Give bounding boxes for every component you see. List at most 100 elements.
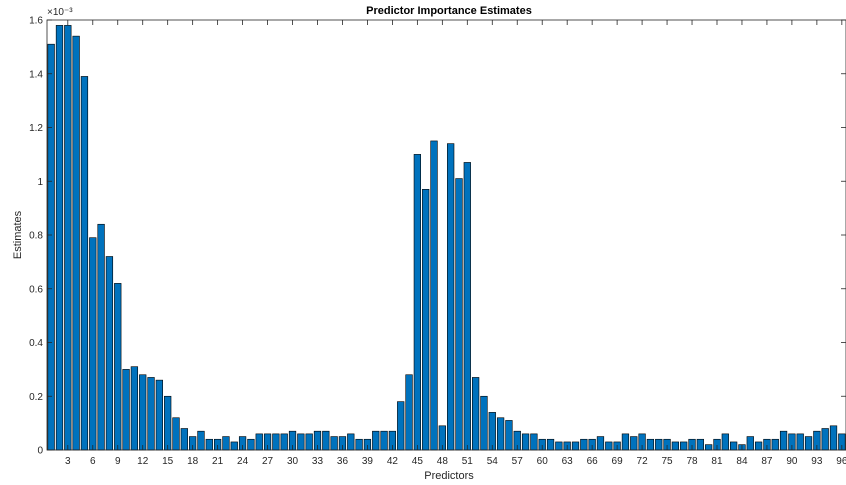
bar-predictor-89 xyxy=(779,430,788,451)
bar-predictor-5 xyxy=(80,76,89,451)
bar-predictor-7 xyxy=(97,223,105,451)
x-tick-label-18: 18 xyxy=(187,456,199,467)
bar-predictor-10 xyxy=(122,369,130,451)
bar-predictor-28 xyxy=(272,433,280,451)
bar-predictor-92 xyxy=(804,436,813,451)
x-tick-label-84: 84 xyxy=(736,456,748,467)
bar-predictor-85 xyxy=(746,436,754,451)
x-tick-label-60: 60 xyxy=(537,456,549,467)
bar-predictor-67 xyxy=(596,436,605,451)
y-tick-label-0.6: 0.6 xyxy=(29,284,43,295)
x-tick-label-81: 81 xyxy=(711,456,723,467)
bar-predictor-55 xyxy=(496,417,505,451)
bar-predictor-25 xyxy=(247,438,255,451)
bar-predictor-3 xyxy=(64,25,72,451)
plot-area: 00.20.40.60.811.21.41.63 6 9 12 15 18 21 24 27 30… xyxy=(29,16,846,467)
bar-predictor-49 xyxy=(447,143,455,451)
bar-predictor-23 xyxy=(230,441,238,451)
bar-predictor-52 xyxy=(471,377,480,451)
bar-predictor-1 xyxy=(47,43,55,451)
bar-predictor-40 xyxy=(372,430,380,451)
x-tick-label-21: 21 xyxy=(212,456,224,467)
bar-predictor-59 xyxy=(530,433,538,451)
bar-predictor-32 xyxy=(305,433,313,451)
x-tick-label-42: 42 xyxy=(387,456,399,467)
y-axis-exponent: ×10⁻³ xyxy=(47,7,73,18)
bar-predictor-95 xyxy=(829,425,838,451)
bar-predictor-58 xyxy=(521,433,530,451)
x-tick-label-3: 3 xyxy=(65,456,71,467)
bar-predictor-53 xyxy=(480,395,488,451)
bar-predictor-79 xyxy=(696,438,704,451)
x-tick-label-36: 36 xyxy=(337,456,349,467)
y-tick-label-0.2: 0.2 xyxy=(29,392,43,403)
x-tick-label-78: 78 xyxy=(686,456,698,467)
chart-title: Predictor Importance Estimates xyxy=(366,5,532,17)
bar-predictor-8 xyxy=(105,256,114,451)
bar-predictor-31 xyxy=(297,433,305,451)
bar-predictor-17 xyxy=(180,428,188,451)
x-tick-label-63: 63 xyxy=(562,456,574,467)
x-tick-label-9: 9 xyxy=(115,456,121,467)
x-tick-label-12: 12 xyxy=(137,456,149,467)
bar-predictor-76 xyxy=(671,441,680,451)
x-tick-label-27: 27 xyxy=(262,456,274,467)
bar-predictor-47 xyxy=(430,140,438,451)
x-tick-label-48: 48 xyxy=(437,456,449,467)
bar-predictor-70 xyxy=(621,433,630,451)
y-tick-label-1.2: 1.2 xyxy=(29,123,43,134)
bar-predictor-94 xyxy=(821,428,829,451)
x-tick-label-87: 87 xyxy=(761,456,773,467)
x-tick-label-24: 24 xyxy=(237,456,249,467)
bar-predictor-83 xyxy=(730,441,738,451)
bar-predictor-4 xyxy=(72,35,80,451)
bar-predictor-82 xyxy=(721,433,729,451)
bar-predictor-61 xyxy=(546,438,555,451)
bar-predictor-54 xyxy=(488,412,496,451)
y-tick-label-1.6: 1.6 xyxy=(29,16,43,27)
bar-predictor-26 xyxy=(255,433,263,451)
x-tick-label-75: 75 xyxy=(661,456,673,467)
bar-predictor-15 xyxy=(164,395,172,451)
bar-predictor-77 xyxy=(680,441,688,451)
bar-predictor-43 xyxy=(397,401,405,451)
y-tick-label-1: 1 xyxy=(37,177,43,188)
bar-predictor-2 xyxy=(55,25,64,451)
bar-predictor-73 xyxy=(646,438,655,451)
bar-predictor-12 xyxy=(139,374,147,451)
bar-predictor-80 xyxy=(705,444,713,451)
bar-predictor-56 xyxy=(505,420,513,451)
y-tick-label-0: 0 xyxy=(37,446,43,457)
bar-predictor-9 xyxy=(114,283,122,451)
bar-predictor-13 xyxy=(147,377,155,451)
bar-predictor-44 xyxy=(405,374,413,451)
bar-predictor-88 xyxy=(771,438,779,451)
x-tick-label-54: 54 xyxy=(487,456,499,467)
bar-predictor-38 xyxy=(355,438,363,451)
bar-predictor-64 xyxy=(571,441,580,451)
bar-predictor-35 xyxy=(330,436,338,451)
bar-predictor-68 xyxy=(605,441,613,451)
bar-predictor-86 xyxy=(754,441,763,451)
x-axis-title: Predictors xyxy=(424,470,474,482)
bar-predictor-46 xyxy=(422,189,430,451)
x-tick-label-72: 72 xyxy=(637,456,649,467)
bar-predictor-6 xyxy=(89,237,97,451)
x-tick-label-33: 33 xyxy=(312,456,324,467)
y-axis-title: Estimates xyxy=(12,210,24,259)
x-tick-label-90: 90 xyxy=(786,456,798,467)
bar-predictor-45 xyxy=(413,154,422,451)
bar-predictor-14 xyxy=(155,379,163,451)
bar-predictor-34 xyxy=(322,430,330,451)
bar-predictor-71 xyxy=(630,436,638,451)
bar-predictor-91 xyxy=(796,433,804,451)
bar-predictor-51 xyxy=(463,162,471,451)
bar-predictor-29 xyxy=(280,433,288,451)
x-tick-label-30: 30 xyxy=(287,456,299,467)
bar-predictor-41 xyxy=(380,430,388,451)
bar-predictor-16 xyxy=(172,417,180,451)
x-tick-label-51: 51 xyxy=(462,456,474,467)
bar-predictor-65 xyxy=(580,438,588,451)
y-tick-label-1.4: 1.4 xyxy=(29,69,43,80)
